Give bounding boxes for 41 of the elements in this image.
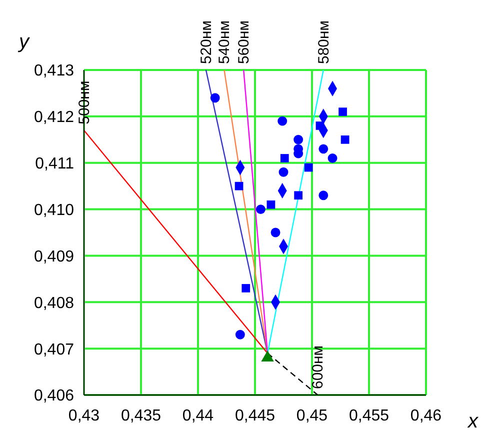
text: 520нм — [198, 20, 215, 64]
y-axis-title: y — [17, 31, 30, 53]
point — [280, 154, 289, 162]
x-tick-label: 0,43 — [68, 407, 100, 424]
y-tick-label: 0,410 — [34, 202, 74, 219]
point — [270, 228, 280, 238]
x-axis-title: x — [467, 410, 479, 433]
y-tick-label: 0,409 — [34, 248, 74, 266]
point — [261, 350, 274, 362]
point — [234, 182, 244, 190]
point — [256, 204, 266, 214]
point — [266, 200, 276, 209]
text: 600нм — [310, 345, 327, 389]
x-tick-label: 0,44 — [182, 407, 214, 424]
y-tick-label: 0,407 — [34, 341, 74, 358]
y-tick-label: 0,411 — [35, 156, 74, 173]
point — [304, 163, 313, 172]
point — [294, 191, 303, 200]
point — [318, 144, 328, 154]
point — [278, 167, 288, 177]
point — [338, 108, 347, 116]
point — [278, 116, 288, 126]
point — [328, 154, 338, 163]
x-tick-label: 0,45 — [296, 407, 328, 424]
y-tick-label: 0,408 — [34, 294, 74, 312]
point — [242, 284, 250, 292]
x-tick-label: 0,435 — [120, 407, 162, 424]
point — [318, 190, 328, 200]
y-tick-label: 0,406 — [34, 388, 74, 405]
text: 540нм — [216, 20, 234, 64]
point — [210, 93, 220, 103]
x-tick-label: 0,455 — [348, 407, 390, 424]
y-tick-label: 0,413 — [34, 62, 74, 80]
x-tick-label: 0,445 — [234, 407, 276, 424]
point — [235, 330, 245, 340]
text: 560нм — [236, 20, 253, 64]
point — [340, 135, 350, 144]
point — [294, 134, 304, 144]
x-tick-label: 0,46 — [410, 407, 442, 424]
text: 580нм — [315, 20, 332, 64]
y-tick-label: 0,412 — [34, 109, 74, 126]
